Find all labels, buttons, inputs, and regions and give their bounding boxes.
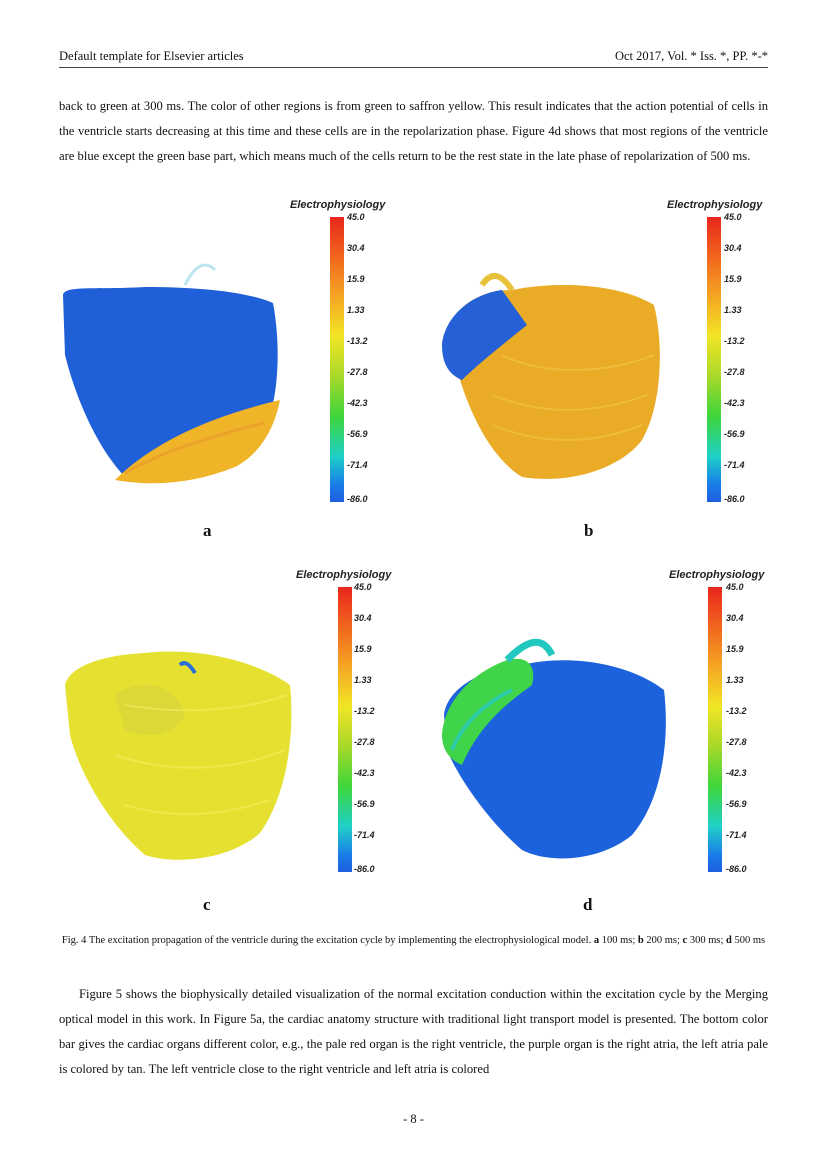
colorbar-title: Electrophysiology: [667, 199, 763, 211]
tick-label: -86.0: [726, 864, 747, 874]
tick-label: -86.0: [724, 494, 745, 504]
colorbar-title: Electrophysiology: [669, 569, 765, 581]
panel-label: a: [203, 521, 212, 540]
tick-label: 30.4: [347, 243, 365, 253]
caption-text: 500 ms: [734, 935, 766, 946]
tick-label: -13.2: [726, 706, 747, 716]
tick-label: -71.4: [347, 460, 368, 470]
issue-info: Oct 2017, Vol. * Iss. *, PP. *-*: [614, 49, 768, 63]
panel-label: b: [584, 521, 594, 540]
tick-label: -56.9: [354, 799, 375, 809]
tick-label: -27.8: [726, 737, 747, 747]
ventricle-render-d: [442, 638, 666, 859]
tick-label: 45.0: [347, 212, 365, 222]
caption-text: 200 ms;: [646, 935, 680, 946]
body-paragraph-1: back to green at 300 ms. The color of ot…: [59, 99, 768, 163]
body-paragraph-2: Figure 5 shows the biophysically detaile…: [59, 987, 768, 1076]
caption-text: 300 ms;: [689, 935, 724, 946]
figure-panel-c: Electrophysiology 45.0 30.4 15.9 1.33 -1…: [55, 565, 415, 914]
tick-label: 45.0: [726, 582, 744, 592]
colorbar: [330, 217, 344, 502]
figure-panel-a: Electrophysiology 45.0 30.4 15.9 1.33 -1…: [55, 195, 415, 540]
tick-label: -13.2: [354, 706, 375, 716]
figure-panel-b: Electrophysiology 45.0 30.4 15.9 1.33 -1…: [432, 195, 792, 540]
tick-label: 1.33: [347, 305, 365, 315]
tick-label: -42.3: [354, 768, 375, 778]
tick-label: -56.9: [724, 429, 745, 439]
caption-letter: a: [593, 935, 600, 946]
ventricle-render-a: [63, 263, 280, 484]
figure-caption: Fig. 4 The excitation propagation of the…: [59, 932, 768, 949]
tick-label: 1.33: [354, 675, 372, 685]
tick-label: 30.4: [724, 243, 742, 253]
tick-label: -42.3: [347, 398, 368, 408]
tick-label: 15.9: [354, 644, 372, 654]
tick-label: 30.4: [354, 613, 372, 623]
tick-label: -56.9: [347, 429, 368, 439]
tick-label: -27.8: [347, 367, 368, 377]
tick-label: -86.0: [354, 864, 375, 874]
colorbar: [707, 217, 721, 502]
caption-letter: d: [726, 935, 732, 946]
colorbar-title: Electrophysiology: [296, 569, 392, 581]
tick-label: -71.4: [724, 460, 745, 470]
caption-text: 100 ms;: [601, 935, 636, 946]
tick-label: -71.4: [354, 830, 375, 840]
page-number: - 8 -: [403, 1112, 424, 1126]
tick-label: -56.9: [726, 799, 747, 809]
tick-label: -27.8: [724, 367, 745, 377]
tick-label: -13.2: [724, 336, 745, 346]
ventricle-render-c: [65, 651, 292, 860]
tick-label: 30.4: [726, 613, 744, 623]
tick-label: 45.0: [354, 582, 372, 592]
colorbar: [708, 587, 722, 872]
ventricle-render-b: [442, 273, 660, 479]
tick-label: -13.2: [347, 336, 368, 346]
tick-label: 15.9: [347, 274, 365, 284]
panel-label: d: [583, 895, 593, 914]
tick-label: 1.33: [724, 305, 742, 315]
running-header: Default template for Elsevier articles O…: [59, 47, 768, 68]
tick-label: -71.4: [726, 830, 747, 840]
caption-letter: c: [682, 935, 688, 946]
colorbar-title: Electrophysiology: [290, 199, 386, 211]
caption-letter: b: [637, 935, 644, 946]
figure-panel-d: Electrophysiology 45.0 30.4 15.9 1.33 -1…: [432, 565, 792, 914]
tick-label: -27.8: [354, 737, 375, 747]
tick-label: -86.0: [347, 494, 368, 504]
tick-label: 15.9: [726, 644, 744, 654]
colorbar: [338, 587, 352, 872]
tick-label: 45.0: [724, 212, 742, 222]
tick-label: -42.3: [726, 768, 747, 778]
tick-label: -42.3: [724, 398, 745, 408]
tick-label: 15.9: [724, 274, 742, 284]
panel-label: c: [203, 895, 211, 914]
caption-prefix: Fig. 4 The excitation propagation of the…: [61, 935, 592, 946]
journal-template-label: Default template for Elsevier articles: [59, 49, 244, 63]
tick-label: 1.33: [726, 675, 744, 685]
